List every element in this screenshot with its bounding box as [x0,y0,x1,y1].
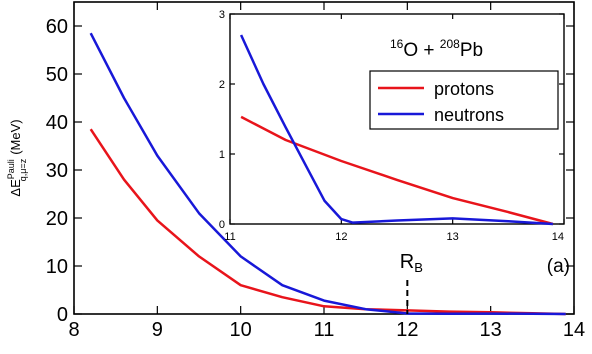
inset-xtick-label: 14 [552,231,564,243]
main-ytick-label: 0 [57,304,68,326]
inset-series-line-neutrons [239,34,553,226]
ylabel-main: ΔE [8,179,23,197]
title-pb-sym: Pb [460,40,483,61]
inset-xtick-label: 11 [224,231,235,243]
rb-label: RB [400,251,423,275]
main-xtick-label: 11 [314,319,335,341]
rb-label-main: R [400,251,414,273]
inset-legend: protons neutrons [369,70,559,130]
rb-label-sub: B [414,260,423,275]
inset-title: 16O + 208Pb [390,37,483,61]
inset-xtick-label: 12 [335,231,347,243]
legend-label-neutrons: neutrons [434,105,504,125]
main-ytick-label: 30 [46,160,68,182]
main-ytick-label: 40 [46,112,68,134]
title-pb-mass: 208 [440,37,460,51]
legend-box [369,70,559,130]
legend-label-protons: protons [434,79,494,99]
inset-ytick-label: 1 [219,149,225,161]
main-y-axis-label: ΔEPauli q,μ=z (MeV) [6,119,28,196]
main-xtick-label: 14 [563,319,585,341]
panel-label: (a) [547,256,570,277]
main-xtick-label: 8 [68,319,79,341]
title-plus: + [418,40,440,61]
main-ytick-label: 60 [46,16,68,38]
inset-ytick-label: 3 [219,9,225,21]
ylabel-unit: (MeV) [8,119,23,154]
inset-series-lines [239,34,554,226]
main-series-lines [89,32,566,316]
main-ytick-label: 20 [46,208,68,230]
title-o-sym: O [403,40,418,61]
main-xtick-label: 12 [396,319,418,341]
main-xtick-label: 10 [230,319,252,341]
inset-ytick-label: 0 [219,219,225,231]
inset-series-line-protons [240,115,554,226]
main-series-line-neutrons [89,32,566,316]
ylabel-sup: Pauli [6,159,16,179]
inset-xtick-label: 13 [447,231,459,243]
main-series-line-protons [89,128,566,316]
inset-ytick-label: 2 [219,79,225,91]
main-ytick-label: 10 [46,256,68,278]
title-o-mass: 16 [390,37,404,51]
main-xtick-label: 13 [480,319,502,341]
ylabel-sub: q,μ=z [18,158,28,181]
main-xtick-label: 9 [152,319,163,341]
main-ytick-label: 50 [46,64,68,86]
